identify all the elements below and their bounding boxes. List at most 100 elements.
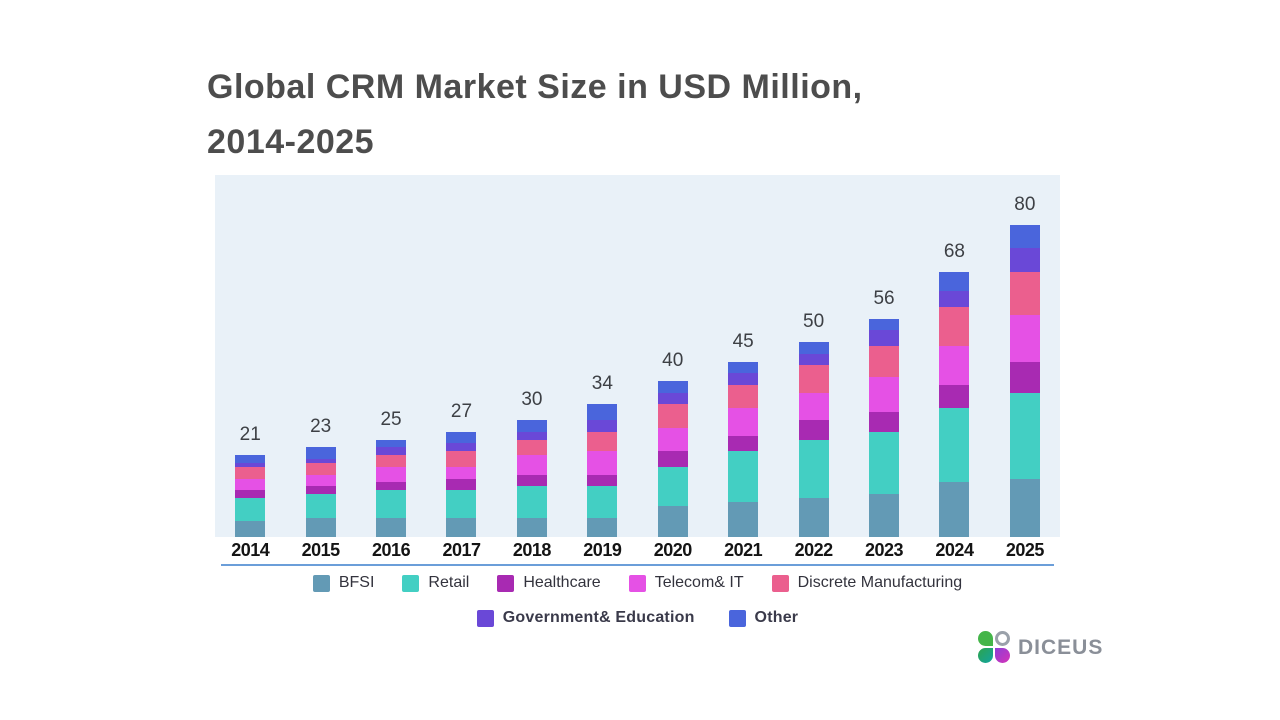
bar-2020-segment-telecom-it — [657, 427, 688, 452]
bar-2017-segment-other — [446, 431, 477, 444]
bar-stack-2022 — [798, 342, 829, 537]
bar-total-label-2023: 56 — [873, 287, 895, 309]
x-axis-label-2018: 2018 — [512, 540, 552, 560]
bar-2014-segment-other — [235, 455, 266, 463]
bar-2019-segment-discrete-manufacturing — [587, 431, 618, 452]
bar-stack-2014 — [235, 455, 266, 537]
bar-2014-segment-telecom-it — [235, 478, 266, 491]
x-axis-label-2017: 2017 — [442, 540, 481, 560]
bar-2017-segment-discrete-manufacturing — [446, 451, 477, 467]
bar-total-label-2020: 40 — [662, 350, 684, 372]
bar-2017-segment-bfsi — [446, 517, 477, 537]
bar-column-2023: 56 — [849, 175, 919, 537]
bar-2017-segment-retail — [446, 490, 477, 518]
legend-item-retail: Retail — [402, 574, 469, 592]
bar-2023-segment-discrete-manufacturing — [869, 345, 899, 378]
bar-2014-segment-government-education — [235, 462, 266, 467]
bar-2021-segment-government-education — [728, 373, 759, 385]
bar-total-label-2022: 50 — [803, 311, 825, 333]
logo-text: DICEUS — [1018, 635, 1104, 659]
bar-2016-segment-other — [376, 439, 407, 448]
clover-petal-teal — [978, 648, 993, 663]
bar-total-label-2021: 45 — [732, 330, 754, 352]
bar-2016-segment-discrete-manufacturing — [376, 455, 407, 467]
legend-swatch-discrete-manufacturing — [771, 574, 789, 592]
clover-petal-magenta — [995, 648, 1010, 663]
bar-2015-segment-government-education — [305, 459, 336, 463]
bar-2017-segment-healthcare — [446, 478, 477, 491]
bar-2022-segment-retail — [798, 439, 829, 498]
legend-row-1: BFSI Retail Healthcare Telecom& IT Discrete … — [215, 574, 1060, 592]
bar-2018-segment-bfsi — [516, 517, 547, 537]
bar-2025-segment-other — [1009, 225, 1040, 249]
bar-total-label-2018: 30 — [521, 389, 543, 411]
bar-2020-segment-healthcare — [657, 451, 688, 467]
bar-2015-segment-other — [305, 447, 336, 460]
bar-2023-segment-retail — [869, 431, 899, 495]
bar-stack-2024 — [939, 271, 970, 537]
legend-swatch-bfsi — [312, 574, 330, 592]
legend-swatch-retail — [402, 574, 420, 592]
x-axis-label-2021: 2021 — [724, 540, 763, 560]
legend-swatch-other — [728, 609, 746, 627]
bar-2021-segment-bfsi — [728, 501, 759, 537]
bar-stack-2020 — [657, 381, 688, 537]
legend-swatch-government-education — [476, 609, 494, 627]
bar-2014-segment-retail — [235, 498, 266, 522]
bar-total-label-2024: 68 — [943, 240, 965, 262]
bar-2018-segment-retail — [516, 486, 547, 518]
bar-stack-2017 — [446, 431, 477, 537]
bar-2021-segment-retail — [728, 451, 759, 502]
bar-2022-segment-healthcare — [798, 420, 829, 440]
chart: 21 23 25 27 30 34 40 45 50 56 68 80 2014 2015 2016 201… — [215, 175, 1060, 627]
bar-column-2016: 25 — [356, 175, 426, 537]
bar-column-2014: 21 — [215, 175, 285, 537]
legend-label-healthcare: Healthcare — [523, 574, 601, 591]
bar-total-label-2015: 23 — [310, 416, 332, 438]
bar-2015-segment-telecom-it — [305, 474, 336, 487]
bar-stack-2016 — [376, 439, 407, 537]
bar-2023-segment-government-education — [869, 330, 899, 346]
bar-total-label-2017: 27 — [450, 400, 473, 422]
bar-2021-segment-healthcare — [728, 435, 759, 452]
bar-2019-segment-bfsi — [587, 517, 618, 537]
x-axis-label-2014: 2014 — [231, 540, 270, 560]
x-axis-label-2020: 2020 — [653, 540, 693, 560]
legend-item-healthcare: Healthcare — [497, 574, 601, 592]
legend-label-telecom-it: Telecom& IT — [654, 574, 744, 591]
bar-2023-segment-bfsi — [869, 494, 899, 537]
bar-2021-segment-telecom-it — [728, 408, 759, 436]
bar-2022-segment-telecom-it — [798, 392, 829, 420]
bar-2022-segment-discrete-manufacturing — [798, 365, 829, 393]
bar-stack-2019 — [587, 404, 618, 537]
bar-2024-segment-discrete-manufacturing — [939, 306, 970, 346]
legend-item-telecom-it: Telecom& IT — [628, 574, 744, 592]
bar-2020-segment-government-education — [657, 392, 688, 405]
bar-column-2018: 30 — [497, 175, 567, 537]
bar-2024-segment-government-education — [939, 291, 970, 307]
x-axis-label-2023: 2023 — [864, 540, 904, 560]
legend-swatch-healthcare — [497, 574, 515, 592]
bar-2020-segment-retail — [657, 466, 688, 506]
bar-column-2017: 27 — [426, 175, 496, 537]
bar-2018-segment-telecom-it — [516, 455, 547, 475]
legend-item-other: Other — [728, 609, 799, 627]
bar-2022-segment-bfsi — [798, 498, 829, 537]
bar-2016-segment-telecom-it — [376, 466, 407, 483]
bar-2015-segment-bfsi — [305, 517, 336, 537]
bar-2018-segment-discrete-manufacturing — [516, 439, 547, 456]
bar-2024-segment-retail — [939, 408, 970, 483]
bar-2020-segment-other — [657, 381, 688, 393]
bar-2024-segment-telecom-it — [939, 345, 970, 385]
bar-2022-segment-government-education — [798, 353, 829, 366]
bar-2025-segment-discrete-manufacturing — [1009, 271, 1040, 315]
bar-2016-segment-retail — [376, 490, 407, 518]
bar-2019-segment-telecom-it — [587, 451, 618, 475]
bar-stack-2023 — [869, 318, 899, 537]
bar-2021-segment-other — [728, 361, 759, 374]
clover-petal-green — [978, 631, 993, 646]
bar-2018-segment-healthcare — [516, 474, 547, 487]
bar-2023-segment-healthcare — [869, 412, 899, 432]
bar-2020-segment-discrete-manufacturing — [657, 404, 688, 428]
